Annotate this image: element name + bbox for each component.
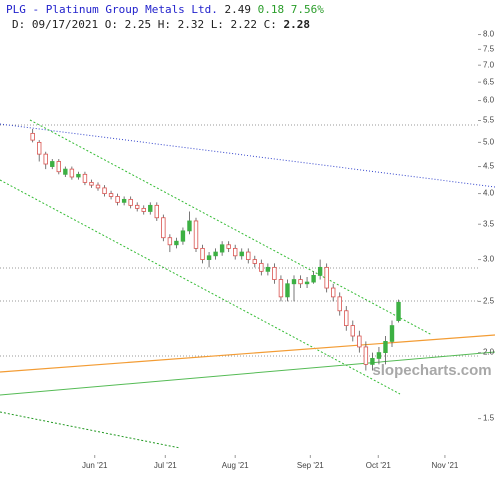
candle-body — [50, 161, 55, 167]
candle-body — [324, 266, 329, 289]
candle-body — [187, 220, 192, 232]
y-tick-label: 2.5 — [483, 297, 495, 306]
candle-body — [396, 301, 401, 321]
x-tick-label: Nov '21 — [431, 461, 458, 470]
candle-body — [259, 263, 264, 272]
trendline — [0, 334, 495, 373]
date: D: 09/17/2021 — [12, 18, 98, 31]
x-tick-label: Jun '21 — [82, 461, 108, 470]
candle-body — [239, 251, 244, 257]
candle-body — [95, 184, 101, 189]
candle-body — [148, 204, 153, 212]
candle-body — [311, 275, 316, 283]
candle-body — [272, 266, 277, 280]
candle-body — [37, 141, 42, 155]
candle-body — [252, 259, 257, 264]
candle-body — [174, 240, 179, 246]
candle-body — [30, 132, 35, 141]
candle-body — [206, 255, 212, 260]
candle-body — [285, 283, 290, 298]
y-tick-label: 7.5 — [483, 44, 495, 53]
channel-line — [29, 119, 433, 336]
x-tick-label: Aug '21 — [222, 461, 249, 470]
header-line: PLG - Platinum Group Metals Ltd. 2.49 0.… — [6, 3, 324, 16]
candle-body — [357, 335, 362, 348]
candle-body — [219, 244, 225, 253]
candle-body — [108, 193, 114, 197]
candle-body — [69, 168, 75, 178]
candle-body — [76, 173, 81, 178]
candle-body — [193, 220, 199, 249]
y-tick-label: 5.5 — [483, 116, 495, 125]
trendline — [0, 411, 181, 449]
candle-body — [278, 279, 284, 298]
y-tick-label: 5.0 — [483, 137, 495, 146]
candle-body — [232, 247, 238, 257]
candle-body — [161, 217, 166, 239]
candle-body — [167, 237, 173, 246]
x-tick-label: Oct '21 — [366, 461, 392, 470]
trendline — [0, 123, 495, 188]
candle-body — [363, 346, 369, 365]
candle-body — [82, 173, 88, 183]
candle-body — [370, 358, 375, 365]
open: O: 2.25 — [105, 18, 151, 31]
y-tick-label: 1.5 — [483, 414, 495, 423]
candle-body — [337, 296, 342, 312]
candle-body — [180, 230, 186, 242]
candle-body — [317, 266, 323, 276]
symbol: PLG - Platinum Group Metals Ltd. — [6, 3, 218, 16]
candle-body — [226, 244, 231, 249]
y-tick-label: 4.0 — [483, 189, 495, 198]
trendlines — [0, 119, 495, 449]
y-tick-label: 3.5 — [483, 219, 495, 228]
candle-body — [102, 187, 107, 194]
candle-body — [89, 181, 94, 186]
y-tick-label: 6.5 — [483, 77, 495, 86]
candle-body — [265, 266, 271, 272]
change: 0.18 — [258, 3, 285, 16]
close: 2.28 — [284, 18, 311, 31]
change-pct: 7.56% — [291, 3, 324, 16]
candle-body — [330, 287, 336, 298]
candle-body — [298, 279, 303, 285]
y-tick-label: 6.0 — [483, 96, 495, 105]
y-tick-label: 3.0 — [483, 255, 495, 264]
candle-body — [43, 153, 48, 165]
y-tick-label: 7.0 — [483, 60, 495, 69]
watermark: slopecharts.com — [372, 362, 491, 379]
candle-body — [304, 281, 310, 285]
low: L: 2.22 — [211, 18, 257, 31]
y-tick-label: 8.0 — [483, 30, 495, 39]
trendline — [0, 351, 495, 396]
candle-body — [200, 247, 205, 260]
candle-body — [56, 161, 61, 173]
candle-body — [383, 341, 388, 354]
x-tick-label: Jul '21 — [154, 461, 177, 470]
channel-line — [0, 179, 401, 395]
candle-body — [389, 325, 395, 342]
y-tick-label: 2.0 — [483, 348, 495, 357]
candle-body — [246, 251, 251, 260]
candle-body — [121, 198, 127, 203]
candle-body — [141, 207, 146, 212]
candle-body — [115, 196, 120, 203]
candle-body — [154, 204, 159, 219]
last-price: 2.49 — [225, 3, 252, 16]
candle-body — [350, 325, 355, 337]
ohlc-line: D: 09/17/2021 O: 2.25 H: 2.32 L: 2.22 C:… — [12, 18, 310, 31]
x-tick-label: Sep '21 — [297, 461, 324, 470]
candle-body — [376, 352, 382, 359]
high: H: 2.32 — [158, 18, 204, 31]
candle-body — [128, 198, 133, 206]
candle-body — [291, 279, 297, 285]
y-tick-label: 4.5 — [483, 162, 495, 171]
candle-body — [344, 310, 349, 326]
close-label: C: — [264, 18, 277, 31]
candle-body — [134, 204, 140, 209]
candle-body — [63, 168, 68, 175]
candle-body — [213, 251, 218, 257]
